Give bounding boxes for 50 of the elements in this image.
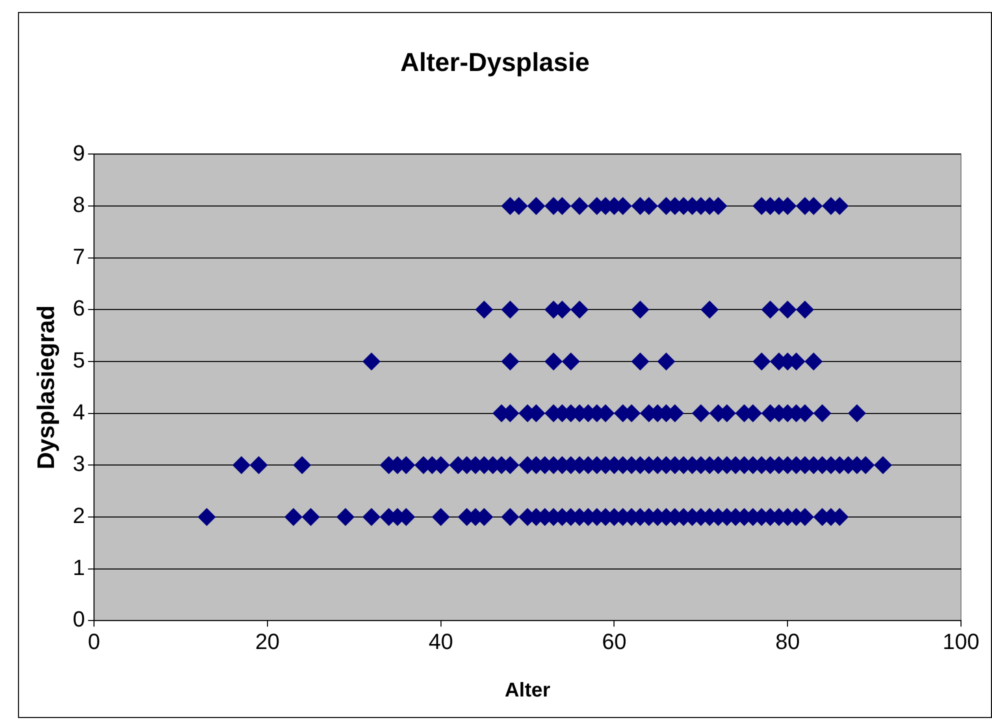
point — [570, 197, 589, 216]
x-tick-label: 80 — [775, 628, 800, 654]
point — [501, 352, 520, 370]
point — [544, 352, 563, 370]
point — [475, 300, 494, 319]
point — [700, 300, 719, 319]
y-tick-label: 7 — [72, 244, 86, 269]
point — [302, 508, 320, 526]
point — [501, 508, 520, 526]
point — [657, 352, 676, 370]
y-tick-label: 5 — [72, 348, 86, 373]
point — [874, 456, 892, 474]
point — [796, 300, 814, 319]
x-tick-label: 100 — [942, 628, 980, 654]
point — [293, 456, 312, 474]
point — [362, 508, 380, 526]
chart-title: Alter-Dysplasie — [400, 46, 590, 77]
x-tick-label: 20 — [255, 628, 280, 654]
point — [336, 508, 354, 526]
x-tick-label: 40 — [428, 628, 454, 654]
point — [848, 404, 866, 422]
y-tick-label: 3 — [72, 451, 86, 476]
point — [562, 352, 580, 370]
point — [284, 508, 302, 526]
point — [501, 300, 520, 319]
y-tick-label: 0 — [72, 606, 86, 632]
point — [362, 352, 380, 370]
point — [527, 197, 546, 216]
point — [692, 404, 710, 422]
y-tick-label: 1 — [72, 554, 86, 580]
x-axis-title: Alter — [504, 680, 551, 702]
point — [813, 404, 832, 422]
y-tick-label: 2 — [72, 503, 86, 528]
y-tick-label: 8 — [72, 192, 86, 218]
y-tick-label: 4 — [72, 399, 86, 424]
point — [631, 300, 650, 319]
point — [570, 300, 589, 319]
point — [250, 456, 268, 474]
point — [432, 508, 450, 526]
point — [778, 300, 797, 319]
y-axis-title: Dysplasiegrad — [33, 305, 60, 470]
point — [804, 352, 823, 370]
x-tick-label: 60 — [602, 628, 626, 654]
point — [232, 456, 250, 474]
point — [761, 300, 780, 319]
y-tick-label: 9 — [72, 140, 86, 166]
point — [631, 352, 650, 370]
point — [752, 352, 771, 370]
y-tick-label: 6 — [72, 296, 86, 321]
point — [198, 508, 216, 526]
